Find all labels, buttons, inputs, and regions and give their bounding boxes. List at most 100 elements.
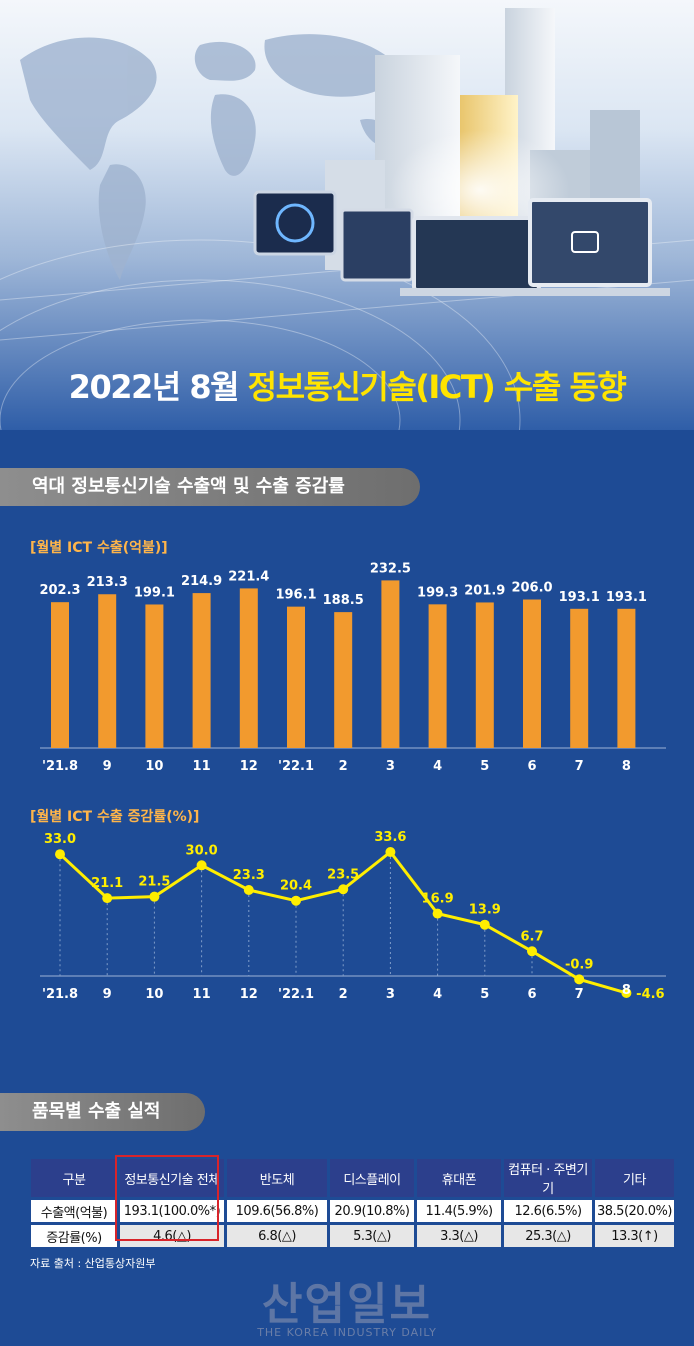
section-heading-items: 품목별 수출 실적 bbox=[0, 1093, 205, 1131]
logo-english: THE KOREA INDUSTRY DAILY bbox=[257, 1326, 437, 1339]
x-tick-label: 5 bbox=[480, 987, 489, 1002]
table-cell: 13.3(↑) bbox=[595, 1225, 674, 1247]
bar bbox=[334, 612, 353, 748]
bar bbox=[51, 602, 69, 748]
bar bbox=[570, 608, 589, 748]
logo-korean: 산업일보 bbox=[262, 1279, 432, 1330]
point-value-label: 23.3 bbox=[233, 868, 265, 883]
bar bbox=[475, 602, 494, 748]
bar bbox=[98, 594, 117, 748]
table-header: 반도체 bbox=[227, 1159, 327, 1197]
x-tick-label: '21.8 bbox=[42, 759, 78, 774]
table-cell: 증감률(%) bbox=[31, 1225, 117, 1247]
data-point bbox=[432, 908, 443, 919]
table-header: 정보통신기술 전체 bbox=[120, 1159, 224, 1197]
bar bbox=[381, 580, 400, 748]
point-value-label: 33.6 bbox=[374, 830, 406, 845]
table-cell: 4.6(△) bbox=[120, 1225, 224, 1247]
data-point bbox=[479, 919, 490, 930]
hero-illustration bbox=[0, 0, 694, 430]
table-cell: 109.6(56.8%) bbox=[227, 1200, 327, 1222]
table-header: 기타 bbox=[595, 1159, 674, 1197]
x-tick-label: 6 bbox=[527, 759, 536, 774]
point-value-label: 16.9 bbox=[422, 892, 454, 907]
bar bbox=[617, 608, 636, 748]
section-heading-exports: 역대 정보통신기술 수출액 및 수출 증감률 bbox=[0, 468, 420, 506]
x-tick-label: 4 bbox=[433, 759, 442, 774]
x-tick-label: 8 bbox=[622, 759, 631, 774]
line-chart-title: [월별 ICT 수출 증감률(%)] bbox=[30, 809, 200, 825]
table-row: 수출액(억불) 193.1(100.0%*) 109.6(56.8%) 20.9… bbox=[31, 1200, 674, 1222]
x-tick-label: '22.1 bbox=[278, 987, 314, 1002]
point-value-label: 21.1 bbox=[91, 876, 123, 891]
x-tick-label: 2 bbox=[339, 759, 348, 774]
point-value-label: 6.7 bbox=[520, 929, 543, 944]
bar bbox=[287, 606, 305, 748]
table-cell: 193.1(100.0%*) bbox=[120, 1200, 224, 1222]
point-value-label: -0.9 bbox=[565, 957, 593, 972]
table-header: 휴대폰 bbox=[417, 1159, 501, 1197]
data-point bbox=[385, 847, 396, 857]
x-tick-label: 6 bbox=[527, 987, 536, 1002]
bar-value-label: 221.4 bbox=[228, 569, 269, 584]
data-point bbox=[574, 974, 585, 985]
bar-value-label: 206.0 bbox=[511, 581, 552, 596]
table-header: 컴퓨터 · 주변기기 bbox=[504, 1159, 592, 1197]
point-value-label: 33.0 bbox=[44, 832, 76, 847]
bar bbox=[239, 588, 258, 748]
line-chart: 33.0 '21.8 21.1 9 21.5 10 30.0 11 23.3 12 20.4 '22.… bbox=[40, 830, 666, 1002]
data-point bbox=[243, 885, 254, 896]
bar-value-label: 199.1 bbox=[134, 585, 175, 600]
table-cell: 38.5(20.0%) bbox=[595, 1200, 674, 1222]
data-point bbox=[102, 893, 113, 904]
table-cell: 5.3(△) bbox=[330, 1225, 414, 1247]
bar-value-label: 232.5 bbox=[370, 561, 411, 576]
data-point bbox=[527, 946, 537, 957]
x-tick-label: 4 bbox=[433, 987, 442, 1002]
table-header: 디스플레이 bbox=[330, 1159, 414, 1197]
table-header: 구분 bbox=[31, 1159, 117, 1197]
bar bbox=[428, 604, 447, 748]
x-tick-label: '22.1 bbox=[278, 759, 314, 774]
x-tick-label: 7 bbox=[575, 987, 584, 1002]
source-note: 자료 출처 : 산업통상자원부 bbox=[30, 1257, 156, 1270]
data-point bbox=[149, 891, 160, 902]
x-tick-label: 12 bbox=[240, 987, 258, 1002]
point-value-label: 20.4 bbox=[280, 879, 312, 894]
data-point bbox=[196, 860, 207, 871]
table-cell: 3.3(△) bbox=[417, 1225, 501, 1247]
table-header-row: 구분 정보통신기술 전체 반도체 디스플레이 휴대폰 컴퓨터 · 주변기기 기타 bbox=[31, 1159, 674, 1197]
bar-value-label: 199.3 bbox=[417, 585, 458, 600]
point-value-label: 13.9 bbox=[469, 903, 501, 918]
data-point bbox=[338, 884, 349, 895]
x-tick-label: 9 bbox=[103, 987, 112, 1002]
x-tick-label: 10 bbox=[145, 987, 163, 1002]
data-point bbox=[621, 987, 632, 998]
x-tick-label: 2 bbox=[339, 987, 348, 1002]
x-tick-label: 8 bbox=[622, 983, 631, 998]
bar-value-label: 188.5 bbox=[323, 593, 364, 608]
x-tick-label: 11 bbox=[193, 759, 211, 774]
table-cell: 25.3(△) bbox=[504, 1225, 592, 1247]
x-tick-label: 3 bbox=[386, 759, 395, 774]
bar bbox=[523, 599, 541, 748]
bar-value-label: 202.3 bbox=[39, 583, 80, 598]
bar bbox=[145, 604, 164, 748]
publisher-logo: 산업일보 THE KOREA INDUSTRY DAILY bbox=[0, 1268, 694, 1339]
export-table: 구분 정보통신기술 전체 반도체 디스플레이 휴대폰 컴퓨터 · 주변기기 기타… bbox=[28, 1156, 677, 1250]
table-cell: 수출액(억불) bbox=[31, 1200, 117, 1222]
title-year-month: 2022년 8월 bbox=[68, 368, 240, 406]
bar-value-label: 201.9 bbox=[464, 583, 505, 598]
x-tick-label: 10 bbox=[145, 759, 163, 774]
bar-chart: 202.3 '21.8 213.3 9 199.1 10 214.9 11 221.4 12 196… bbox=[39, 561, 666, 774]
bar-value-label: 213.3 bbox=[87, 575, 128, 590]
table-cell: 12.6(6.5%) bbox=[504, 1200, 592, 1222]
point-value-label: -4.6 bbox=[636, 987, 664, 1002]
bar-value-label: 214.9 bbox=[181, 574, 222, 589]
devices-icon bbox=[253, 190, 670, 296]
x-tick-label: 7 bbox=[575, 759, 584, 774]
point-value-label: 21.5 bbox=[138, 875, 170, 890]
x-tick-label: 9 bbox=[103, 759, 112, 774]
data-point bbox=[55, 849, 65, 860]
hero-graphic bbox=[0, 8, 694, 430]
